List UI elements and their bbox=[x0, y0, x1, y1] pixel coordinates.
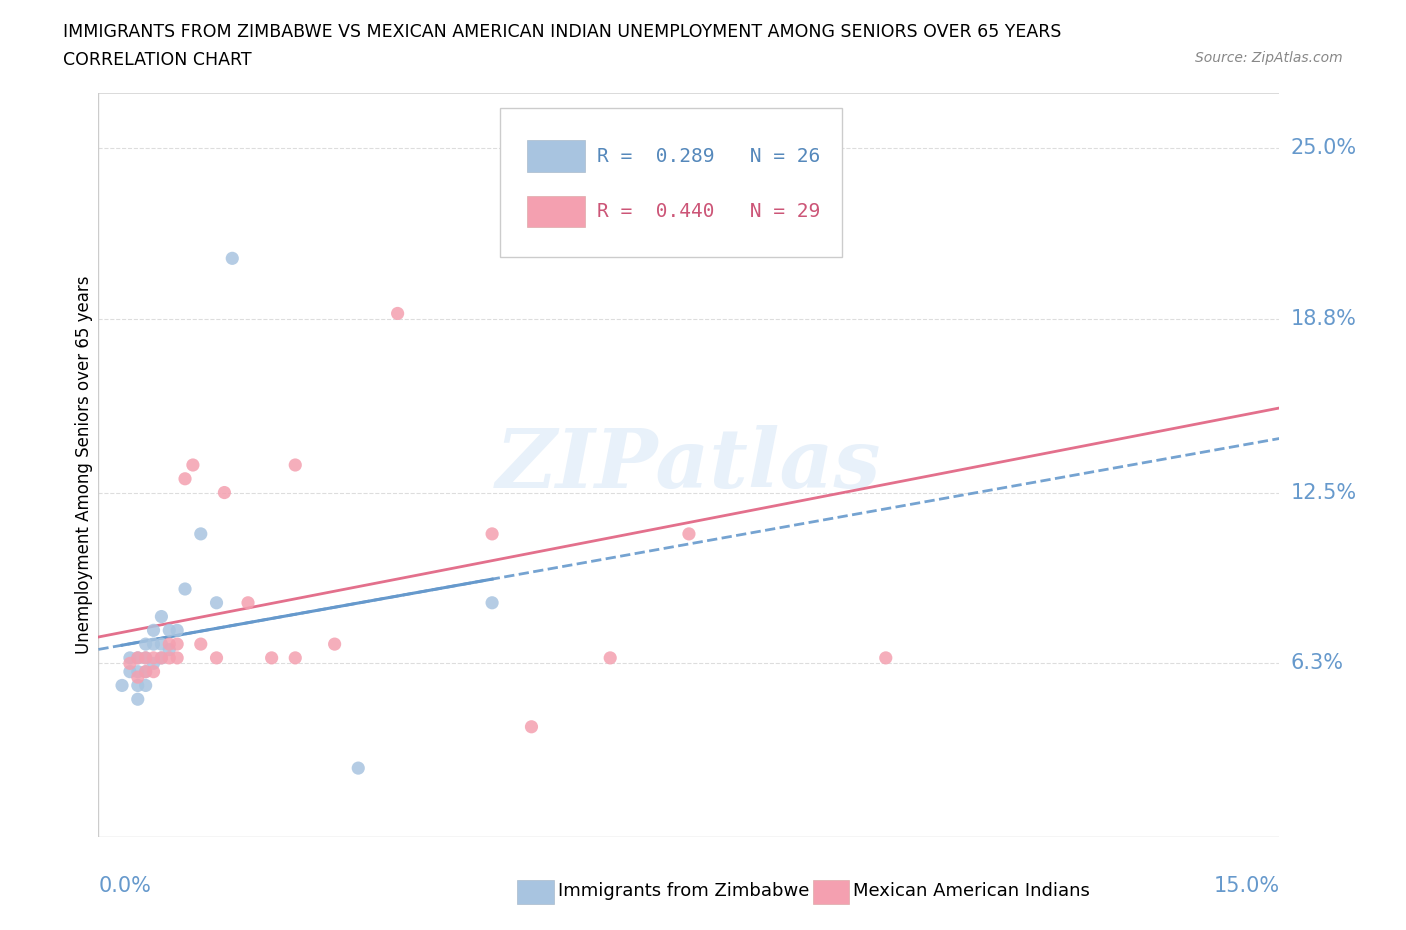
Point bbox=[166, 623, 188, 638]
FancyBboxPatch shape bbox=[527, 196, 585, 228]
Point bbox=[481, 595, 503, 610]
Point bbox=[157, 643, 180, 658]
Point bbox=[756, 223, 779, 238]
FancyBboxPatch shape bbox=[501, 108, 842, 257]
Point bbox=[135, 637, 157, 652]
Point bbox=[150, 609, 173, 624]
FancyBboxPatch shape bbox=[527, 140, 585, 172]
Text: R =  0.289   N = 26: R = 0.289 N = 26 bbox=[596, 147, 820, 166]
Point bbox=[205, 595, 228, 610]
Point bbox=[142, 623, 165, 638]
Point bbox=[135, 664, 157, 679]
Point bbox=[214, 485, 236, 500]
Point bbox=[127, 664, 149, 679]
Point bbox=[181, 458, 204, 472]
Point bbox=[284, 650, 307, 665]
Point bbox=[127, 692, 149, 707]
Text: Immigrants from Zimbabwe: Immigrants from Zimbabwe bbox=[558, 882, 810, 900]
Point bbox=[118, 650, 141, 665]
Point bbox=[190, 526, 212, 541]
Point bbox=[150, 650, 173, 665]
Point bbox=[142, 656, 165, 671]
Point bbox=[166, 637, 188, 652]
Y-axis label: Unemployment Among Seniors over 65 years: Unemployment Among Seniors over 65 years bbox=[75, 276, 93, 654]
Point bbox=[111, 678, 134, 693]
Point bbox=[157, 650, 180, 665]
Text: Source: ZipAtlas.com: Source: ZipAtlas.com bbox=[1195, 51, 1343, 65]
Point bbox=[347, 761, 370, 776]
Point bbox=[118, 664, 141, 679]
Point bbox=[127, 678, 149, 693]
Point bbox=[135, 650, 157, 665]
Text: IMMIGRANTS FROM ZIMBABWE VS MEXICAN AMERICAN INDIAN UNEMPLOYMENT AMONG SENIORS O: IMMIGRANTS FROM ZIMBABWE VS MEXICAN AMER… bbox=[63, 23, 1062, 41]
Point bbox=[135, 664, 157, 679]
Point bbox=[135, 678, 157, 693]
Point bbox=[127, 650, 149, 665]
Point bbox=[150, 650, 173, 665]
Point bbox=[260, 650, 283, 665]
Point bbox=[221, 251, 243, 266]
Point bbox=[387, 306, 409, 321]
Point bbox=[142, 650, 165, 665]
Point bbox=[599, 650, 621, 665]
Point bbox=[875, 650, 897, 665]
Text: 15.0%: 15.0% bbox=[1213, 876, 1279, 896]
Point bbox=[520, 719, 543, 734]
Point bbox=[127, 650, 149, 665]
Point bbox=[127, 670, 149, 684]
Point bbox=[157, 637, 180, 652]
Point bbox=[174, 472, 197, 486]
Point bbox=[118, 656, 141, 671]
Text: Mexican American Indians: Mexican American Indians bbox=[853, 882, 1090, 900]
Point bbox=[678, 526, 700, 541]
Text: CORRELATION CHART: CORRELATION CHART bbox=[63, 51, 252, 69]
Point bbox=[236, 595, 259, 610]
Point bbox=[157, 623, 180, 638]
Point bbox=[284, 458, 307, 472]
Point bbox=[174, 581, 197, 596]
Text: 0.0%: 0.0% bbox=[98, 876, 152, 896]
Point bbox=[135, 650, 157, 665]
Text: 18.8%: 18.8% bbox=[1291, 309, 1357, 329]
Point bbox=[323, 637, 346, 652]
Point bbox=[481, 526, 503, 541]
Text: 25.0%: 25.0% bbox=[1291, 139, 1357, 158]
Text: 12.5%: 12.5% bbox=[1291, 483, 1357, 502]
Point bbox=[142, 637, 165, 652]
Text: ZIPatlas: ZIPatlas bbox=[496, 425, 882, 505]
Text: R =  0.440   N = 29: R = 0.440 N = 29 bbox=[596, 203, 820, 221]
Point bbox=[150, 637, 173, 652]
Point bbox=[142, 664, 165, 679]
Point bbox=[205, 650, 228, 665]
Point bbox=[166, 650, 188, 665]
Text: 6.3%: 6.3% bbox=[1291, 654, 1344, 673]
Point bbox=[190, 637, 212, 652]
